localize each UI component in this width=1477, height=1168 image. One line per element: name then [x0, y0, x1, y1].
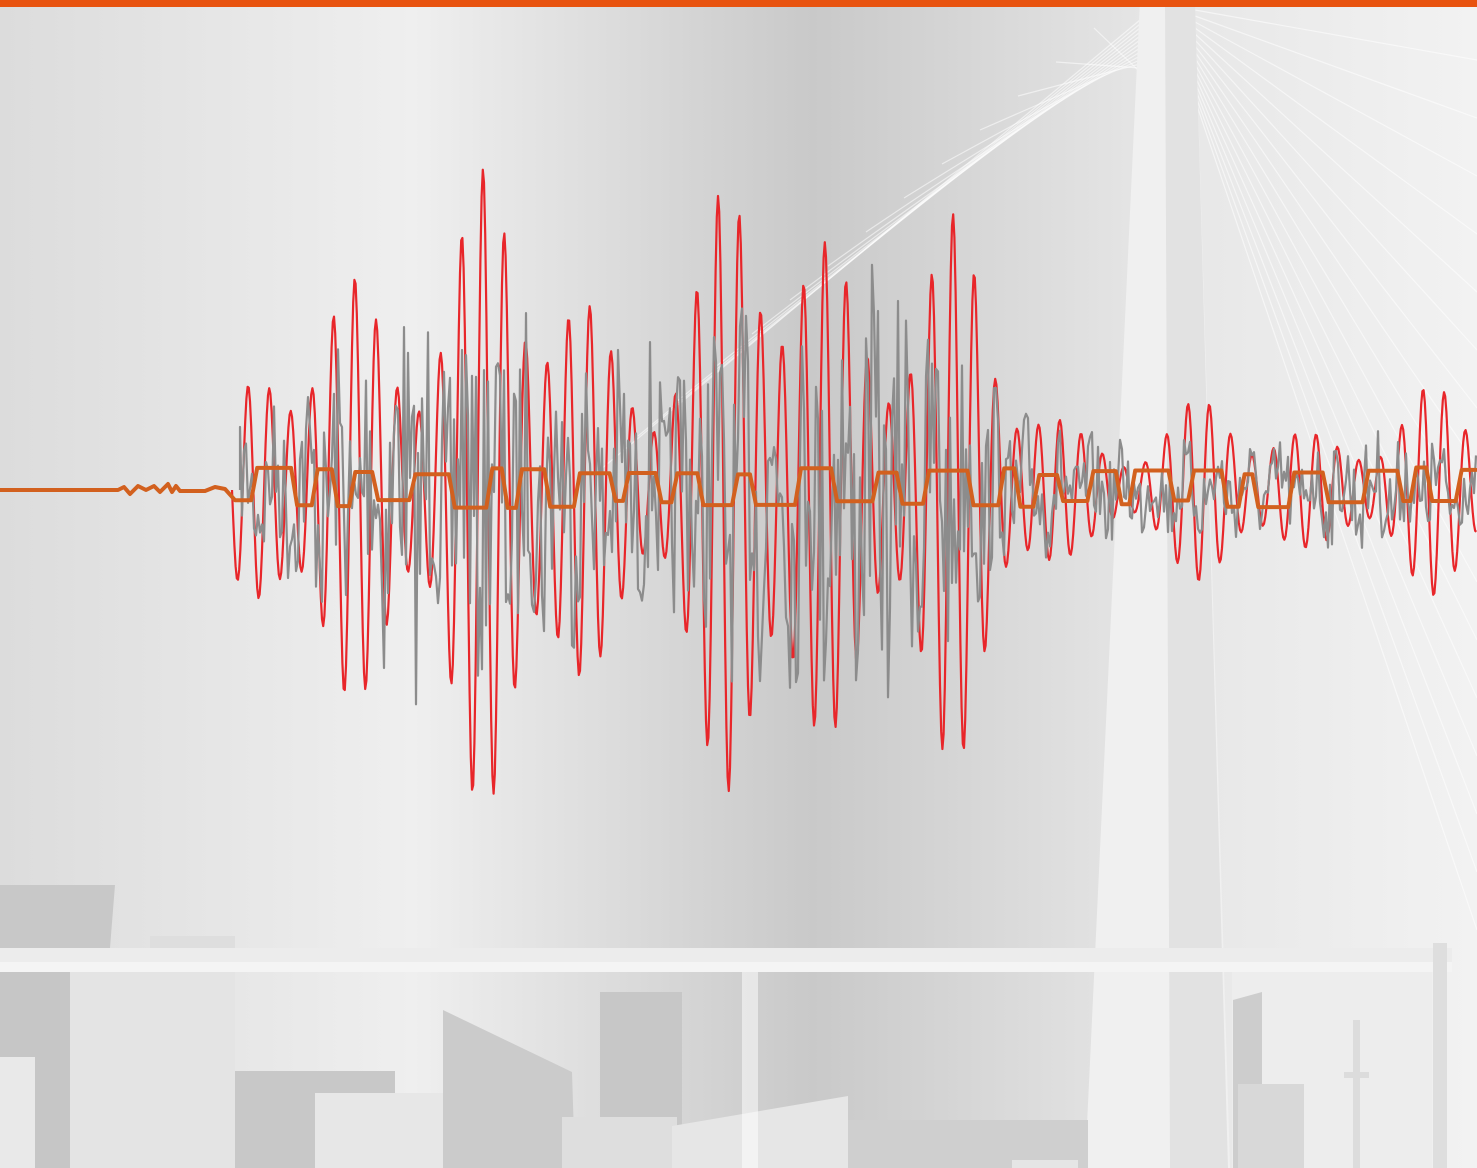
cable-line — [1194, 75, 1477, 699]
cable-line — [1194, 39, 1477, 351]
top-accent-bar — [0, 0, 1477, 7]
bridge-pylon-icon — [1085, 0, 1230, 1168]
cable-line — [1194, 27, 1477, 235]
cable-line — [1194, 51, 1477, 467]
cable-line — [903, 51, 1141, 199]
cable-line — [789, 39, 1141, 301]
cable-line — [865, 47, 1141, 233]
gray-waveform-trace — [238, 263, 1477, 706]
cable-line — [827, 43, 1141, 267]
cable-line — [1194, 33, 1477, 293]
cable-line — [1194, 15, 1477, 119]
cable-line — [1055, 61, 1141, 69]
cable-line — [751, 35, 1141, 335]
cable-line — [1194, 99, 1477, 931]
cable-line — [1194, 57, 1477, 525]
cable-line — [1093, 27, 1141, 73]
city-skyline-icon — [0, 885, 1452, 1168]
cable-line — [1017, 63, 1141, 97]
cable-line — [1194, 9, 1477, 61]
cable-line — [1194, 45, 1477, 409]
cable-line — [979, 59, 1141, 131]
cable-line — [1194, 21, 1477, 177]
orange-waveform-trace — [0, 465, 1477, 510]
cable-line — [1194, 81, 1477, 757]
cable-line — [1194, 93, 1477, 873]
waveform-traces — [0, 168, 1477, 795]
